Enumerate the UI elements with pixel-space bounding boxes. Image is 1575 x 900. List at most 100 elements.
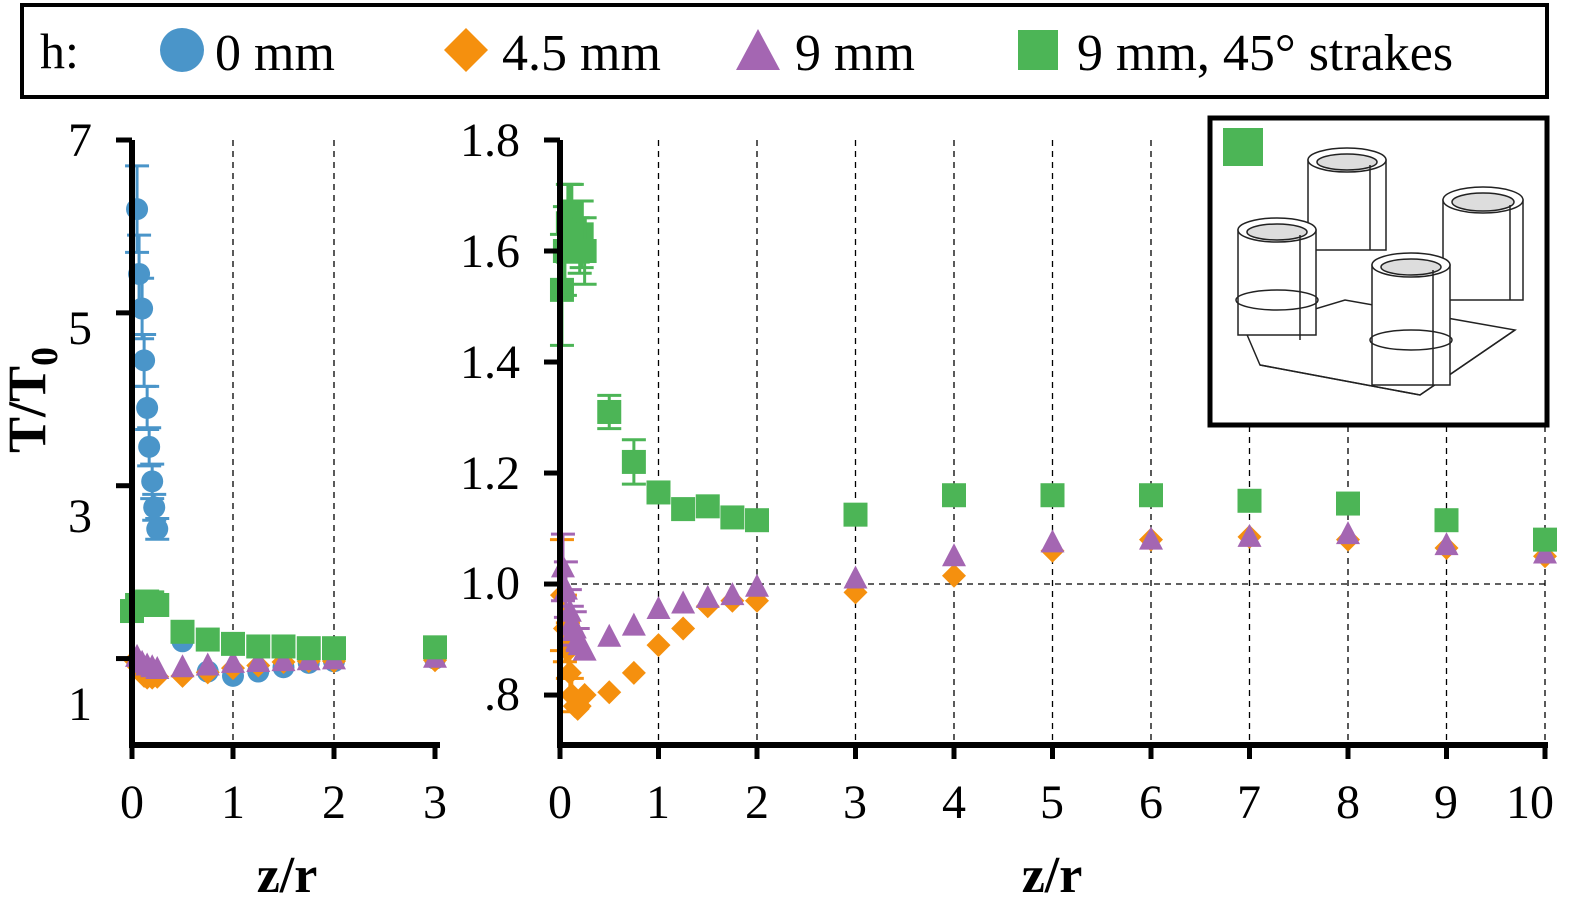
- right-data-marks: [549, 182, 1557, 721]
- data-point-triangle: [621, 612, 646, 636]
- right-xtick-label: 7: [1237, 776, 1261, 829]
- data-point-triangle: [1139, 526, 1163, 550]
- y-label-main: T/T: [0, 366, 57, 453]
- svg-text:T/T0: T/T0: [0, 347, 66, 453]
- data-point-triangle: [271, 648, 296, 672]
- series-h9s: [549, 182, 1557, 552]
- right-xtick-label: 5: [1040, 776, 1064, 829]
- data-point-circle: [141, 470, 164, 493]
- data-point-triangle: [942, 543, 966, 567]
- right-x-axis-label: z/r: [1022, 847, 1083, 900]
- data-point-square: [1336, 491, 1360, 516]
- data-point-diamond: [572, 683, 597, 708]
- left-ytick-label: 3: [68, 490, 92, 543]
- right-ytick-label: 1.2: [460, 447, 520, 500]
- data-point-square: [1040, 483, 1065, 508]
- right-xtick-label: 8: [1336, 776, 1360, 829]
- data-point-square: [1237, 488, 1262, 513]
- y-label-subscript: 0: [24, 347, 66, 366]
- series-h45: [549, 524, 1557, 721]
- data-point-triangle: [1336, 521, 1360, 545]
- legend-marker-square: [1018, 30, 1058, 70]
- data-point-square: [246, 634, 271, 659]
- left-xtick-label: 3: [423, 776, 447, 829]
- data-point-square: [145, 592, 170, 617]
- data-point-triangle: [170, 654, 195, 678]
- data-point-triangle: [720, 582, 745, 606]
- series-h9s: [120, 589, 447, 661]
- right-ytick-label: .8: [484, 668, 520, 721]
- data-point-square: [271, 634, 296, 659]
- data-point-triangle: [745, 573, 769, 597]
- right-ytick-label: 1.8: [460, 114, 520, 167]
- left-panel: 7 5 3 1 0 1 2 3 z/r T/T0: [0, 114, 447, 900]
- right-grid: [560, 140, 1546, 745]
- left-xtick-label: 2: [322, 776, 346, 829]
- right-xtick-label: 4: [942, 776, 966, 829]
- legend: h: 0 mm 4.5 mm 9 mm 9 mm, 45° strakes: [20, 3, 1549, 99]
- data-point-square: [745, 508, 769, 533]
- data-point-diamond: [942, 563, 966, 588]
- right-xtick-label: 9: [1434, 776, 1458, 829]
- data-point-square: [671, 497, 696, 522]
- data-point-square: [720, 505, 745, 530]
- left-xtick-label: 0: [120, 776, 144, 829]
- data-point-square: [843, 502, 868, 527]
- legend-label-0mm: 0 mm: [215, 25, 335, 82]
- inset: [1207, 115, 1550, 428]
- data-point-triangle: [221, 649, 245, 673]
- legend-marker-circle: [160, 28, 204, 72]
- data-point-triangle: [597, 623, 622, 647]
- platform-drawing-icon: [1235, 147, 1524, 396]
- data-point-circle: [146, 517, 169, 540]
- data-point-triangle: [246, 649, 271, 673]
- right-xtick-label: 10: [1506, 776, 1554, 829]
- left-ytick-label: 1: [68, 678, 92, 731]
- data-point-square: [1533, 527, 1557, 552]
- data-point-square: [942, 483, 966, 508]
- legend-frame: [20, 3, 1549, 99]
- data-point-circle: [131, 297, 154, 320]
- data-point-diamond: [621, 660, 646, 685]
- left-ytick-label: 7: [68, 114, 92, 167]
- legend-label-4p5mm: 4.5 mm: [502, 25, 661, 82]
- data-point-triangle: [572, 637, 597, 661]
- data-point-diamond: [646, 633, 671, 658]
- right-ytick-label: 1.0: [460, 557, 520, 610]
- right-ytick-label: 1.4: [460, 336, 520, 389]
- right-ticks: [544, 137, 1548, 759]
- data-point-square: [597, 399, 622, 424]
- data-point-square: [170, 619, 195, 644]
- data-point-circle: [133, 349, 156, 372]
- inset-marker-square: [1223, 128, 1263, 166]
- data-point-square: [646, 480, 671, 505]
- legend-marker-triangle: [736, 29, 780, 70]
- series-h9: [550, 521, 1557, 661]
- data-point-square: [296, 636, 321, 661]
- data-point-square: [322, 636, 346, 661]
- series-h0: [125, 164, 446, 687]
- data-point-triangle: [671, 590, 696, 614]
- data-point-square: [221, 631, 245, 656]
- right-ytick-label: 1.6: [460, 225, 520, 278]
- data-point-square: [1434, 508, 1459, 533]
- legend-marker-diamond: [444, 28, 488, 72]
- data-point-diamond: [597, 680, 622, 705]
- legend-label-9mm: 9 mm: [795, 25, 915, 82]
- left-ytick-label: 5: [68, 302, 92, 355]
- right-xtick-label: 3: [843, 776, 867, 829]
- data-point-triangle: [646, 596, 671, 620]
- data-point-diamond: [671, 616, 696, 641]
- data-point-square: [1139, 483, 1163, 508]
- data-point-triangle: [1434, 532, 1459, 556]
- left-x-axis-label: z/r: [257, 847, 318, 900]
- right-panel: 1.8 1.6 1.4 1.2 1.0 .8 0 1 2 3 4 5 6 7 8…: [460, 114, 1557, 900]
- data-point-triangle: [695, 584, 720, 608]
- data-point-circle: [136, 396, 159, 419]
- data-point-triangle: [1040, 529, 1065, 553]
- data-point-circle: [143, 496, 166, 519]
- data-point-square: [572, 239, 597, 264]
- data-point-triangle: [145, 655, 170, 679]
- left-data-marks: [120, 164, 447, 690]
